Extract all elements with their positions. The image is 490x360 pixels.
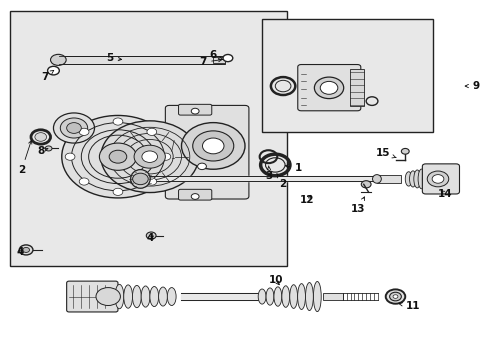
Circle shape: [67, 123, 81, 134]
Ellipse shape: [150, 287, 159, 307]
Circle shape: [147, 232, 156, 239]
Circle shape: [113, 118, 123, 125]
Ellipse shape: [282, 286, 290, 307]
Circle shape: [393, 295, 398, 298]
Circle shape: [48, 66, 59, 75]
Circle shape: [390, 292, 401, 301]
Bar: [262, 19, 433, 132]
Circle shape: [109, 150, 127, 163]
FancyBboxPatch shape: [67, 281, 118, 312]
FancyBboxPatch shape: [298, 64, 361, 111]
Circle shape: [275, 80, 291, 92]
Ellipse shape: [115, 284, 124, 309]
Ellipse shape: [414, 170, 420, 188]
Ellipse shape: [124, 285, 132, 308]
Ellipse shape: [418, 169, 425, 189]
Circle shape: [23, 247, 29, 252]
Ellipse shape: [290, 285, 297, 309]
Text: 2: 2: [277, 174, 287, 189]
Ellipse shape: [274, 287, 282, 306]
Circle shape: [147, 128, 157, 135]
Text: 8: 8: [38, 145, 48, 156]
Bar: [59, 56, 225, 64]
Circle shape: [35, 133, 47, 141]
Circle shape: [133, 173, 148, 185]
Ellipse shape: [410, 171, 416, 187]
Bar: [350, 69, 364, 107]
Circle shape: [223, 54, 233, 62]
Ellipse shape: [159, 287, 168, 306]
Circle shape: [96, 288, 121, 306]
Text: 4: 4: [146, 233, 153, 243]
Ellipse shape: [306, 283, 313, 311]
Text: 15: 15: [376, 148, 396, 158]
Circle shape: [432, 175, 444, 183]
Ellipse shape: [258, 289, 266, 304]
Circle shape: [113, 188, 123, 195]
Circle shape: [315, 77, 343, 99]
Circle shape: [386, 289, 405, 304]
Text: 7: 7: [41, 71, 54, 82]
Circle shape: [142, 151, 158, 162]
Circle shape: [19, 245, 33, 255]
Circle shape: [161, 153, 171, 160]
Text: 4: 4: [17, 247, 24, 257]
Circle shape: [101, 121, 198, 193]
Text: 5: 5: [106, 53, 122, 63]
Text: 12: 12: [299, 195, 314, 205]
Circle shape: [361, 181, 371, 188]
Text: 3: 3: [266, 166, 273, 181]
Ellipse shape: [50, 54, 66, 66]
Circle shape: [147, 178, 157, 185]
Bar: [10, 12, 287, 266]
Bar: [377, 175, 401, 183]
Bar: [323, 293, 343, 300]
Circle shape: [45, 146, 52, 151]
Circle shape: [60, 118, 88, 138]
Text: 6: 6: [210, 50, 222, 60]
Bar: [213, 57, 225, 63]
Ellipse shape: [314, 282, 321, 312]
Text: 1: 1: [285, 163, 302, 173]
Circle shape: [79, 178, 89, 185]
Circle shape: [401, 148, 409, 154]
Circle shape: [427, 171, 449, 187]
Circle shape: [191, 108, 199, 114]
Circle shape: [202, 138, 224, 154]
Circle shape: [65, 153, 75, 160]
Ellipse shape: [405, 172, 412, 186]
Circle shape: [53, 113, 95, 143]
Text: 9: 9: [465, 81, 479, 91]
Ellipse shape: [422, 168, 429, 190]
Circle shape: [62, 116, 174, 198]
Circle shape: [191, 194, 199, 199]
Circle shape: [99, 143, 137, 170]
Text: 7: 7: [199, 57, 222, 67]
Circle shape: [320, 81, 338, 94]
Text: 10: 10: [269, 275, 283, 285]
FancyBboxPatch shape: [178, 104, 212, 115]
Ellipse shape: [266, 288, 274, 305]
Text: 13: 13: [351, 197, 366, 214]
Ellipse shape: [372, 175, 381, 183]
Circle shape: [79, 128, 89, 135]
Ellipse shape: [297, 284, 305, 310]
Circle shape: [134, 145, 165, 168]
FancyBboxPatch shape: [165, 105, 249, 199]
Circle shape: [197, 163, 206, 170]
Text: 14: 14: [438, 189, 453, 199]
Ellipse shape: [141, 286, 150, 307]
FancyBboxPatch shape: [178, 189, 212, 200]
Text: 11: 11: [399, 301, 420, 311]
Circle shape: [193, 131, 234, 161]
Circle shape: [266, 158, 285, 172]
Ellipse shape: [167, 288, 176, 306]
Ellipse shape: [132, 285, 141, 308]
Circle shape: [181, 123, 245, 169]
Ellipse shape: [131, 170, 150, 188]
FancyBboxPatch shape: [422, 164, 460, 194]
Text: 2: 2: [18, 140, 32, 175]
